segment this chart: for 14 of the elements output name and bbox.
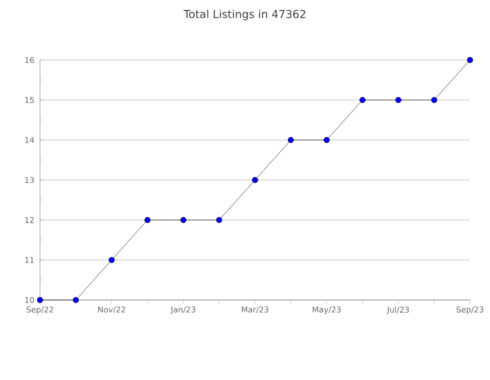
point	[467, 57, 474, 63]
point	[431, 97, 438, 103]
point	[108, 257, 115, 263]
chart-title: Total Listings in 47362	[184, 10, 306, 20]
point	[324, 137, 330, 143]
point	[144, 217, 151, 223]
point	[216, 217, 222, 223]
point	[395, 97, 402, 103]
point	[252, 177, 258, 183]
point	[360, 97, 366, 103]
point	[180, 217, 186, 223]
point	[288, 137, 294, 143]
point	[37, 297, 44, 303]
point	[72, 297, 79, 303]
